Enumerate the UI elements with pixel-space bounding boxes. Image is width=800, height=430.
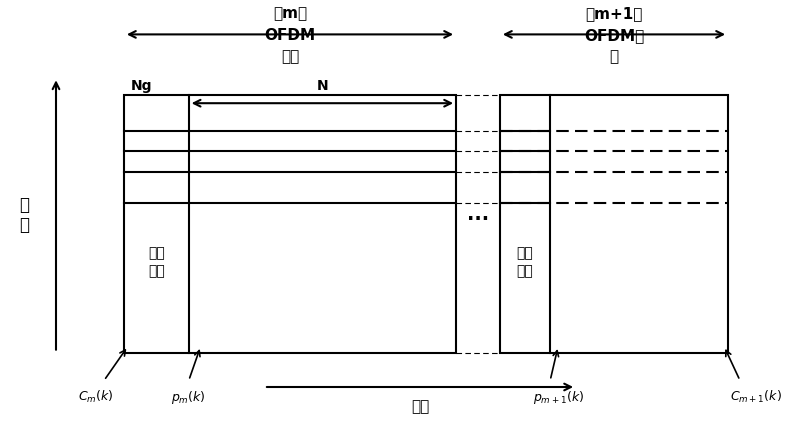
Text: ...: ... bbox=[467, 206, 489, 224]
Text: 第m+1个: 第m+1个 bbox=[586, 6, 642, 22]
Text: 循环
前缀: 循环 前缀 bbox=[148, 246, 165, 279]
Text: $p_m(k)$: $p_m(k)$ bbox=[171, 389, 206, 406]
Text: OFDM符: OFDM符 bbox=[584, 28, 644, 43]
Text: OFDM: OFDM bbox=[265, 28, 315, 43]
Text: 第m个: 第m个 bbox=[273, 6, 307, 22]
Text: $C_{m+1}(k)$: $C_{m+1}(k)$ bbox=[730, 389, 782, 405]
Bar bbox=[124, 95, 456, 353]
Text: Ng: Ng bbox=[130, 79, 152, 93]
Text: N: N bbox=[317, 79, 328, 93]
Text: 时间: 时间 bbox=[411, 399, 429, 414]
Text: 符号: 符号 bbox=[281, 49, 299, 64]
Bar bbox=[500, 95, 728, 353]
Text: $p_{m+1}(k)$: $p_{m+1}(k)$ bbox=[533, 389, 584, 406]
Text: $C_m(k)$: $C_m(k)$ bbox=[78, 389, 114, 405]
Text: 循环
前缀: 循环 前缀 bbox=[517, 246, 534, 279]
Text: 号: 号 bbox=[610, 49, 618, 64]
Text: 频
率: 频 率 bbox=[19, 196, 29, 234]
